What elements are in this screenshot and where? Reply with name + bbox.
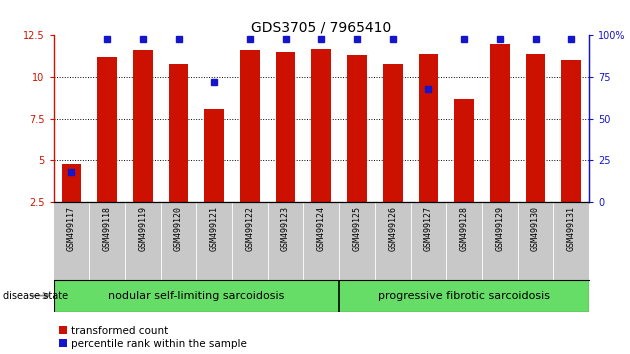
Bar [240, 50, 260, 202]
Bar [525, 54, 546, 202]
Text: progressive fibrotic sarcoidosis: progressive fibrotic sarcoidosis [378, 291, 550, 301]
Bar [383, 64, 403, 202]
Text: GSM499129: GSM499129 [495, 206, 504, 251]
Bar [418, 54, 438, 202]
Text: GSM499128: GSM499128 [460, 206, 469, 251]
Text: GSM499123: GSM499123 [281, 206, 290, 251]
Text: GSM499126: GSM499126 [388, 206, 397, 251]
Text: GSM499121: GSM499121 [210, 206, 219, 251]
Text: GSM499127: GSM499127 [424, 206, 433, 251]
Bar [347, 55, 367, 202]
Text: GSM499130: GSM499130 [531, 206, 540, 251]
Bar [97, 57, 117, 202]
Bar [311, 49, 331, 202]
Text: GSM499131: GSM499131 [567, 206, 576, 251]
Bar [490, 44, 510, 202]
Bar [454, 99, 474, 202]
Text: GSM499124: GSM499124 [317, 206, 326, 251]
Text: GSM499119: GSM499119 [139, 206, 147, 251]
Bar [169, 64, 188, 202]
Bar [133, 50, 152, 202]
Bar [62, 164, 81, 202]
Text: GSM499122: GSM499122 [246, 206, 255, 251]
Text: disease state: disease state [3, 291, 68, 301]
Text: GSM499125: GSM499125 [353, 206, 362, 251]
Bar [561, 60, 581, 202]
Text: GSM499117: GSM499117 [67, 206, 76, 251]
Text: GSM499120: GSM499120 [174, 206, 183, 251]
Text: GSM499118: GSM499118 [103, 206, 112, 251]
Bar [54, 280, 339, 312]
Legend: transformed count, percentile rank within the sample: transformed count, percentile rank withi… [59, 326, 247, 349]
Bar [204, 109, 224, 202]
Bar [339, 280, 589, 312]
Bar [276, 52, 295, 202]
Title: GDS3705 / 7965410: GDS3705 / 7965410 [251, 20, 391, 34]
Text: nodular self-limiting sarcoidosis: nodular self-limiting sarcoidosis [108, 291, 285, 301]
